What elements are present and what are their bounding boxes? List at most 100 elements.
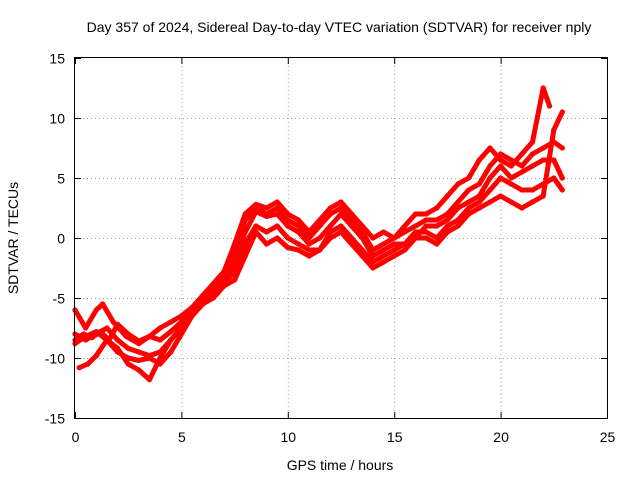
data-point-day-5 [455,181,461,187]
data-point-day-5 [274,199,280,205]
data-point-day-5 [444,193,450,199]
data-point-day-5 [349,211,355,217]
data-point-day-4 [529,199,536,205]
data-point-day-1 [529,151,536,157]
data-point-day-4 [210,295,216,301]
data-point-day-4 [423,235,429,241]
x-tick-label: 10 [281,429,297,445]
data-point-day-1 [476,181,482,187]
data-point-day-4 [157,355,163,361]
data-point-day-4 [178,325,184,331]
data-point-day-4 [412,235,419,241]
data-point-day-1 [487,163,493,169]
data-point-day-4 [540,193,546,199]
data-point-day-5 [125,331,131,337]
data-point-day-4 [146,377,153,383]
data-point-day-3 [253,223,259,229]
data-point-day-5 [157,325,163,331]
data-point-day-4 [295,247,301,253]
data-point-day-1 [434,217,440,223]
data-point-day-4 [444,229,450,235]
data-point-day-5 [200,293,206,299]
data-point-day-3 [498,175,504,181]
data-point-day-3 [559,187,565,193]
y-tick-label: -5 [53,291,66,307]
data-point-day-2 [487,175,493,181]
data-point-day-1 [519,163,525,169]
data-point-day-3 [423,229,429,235]
data-point-day-2 [338,211,344,217]
data-point-day-1 [559,145,565,151]
data-point-day-4 [551,127,557,133]
x-axis-title: GPS time / hours [287,457,394,473]
series-line-day-5 [72,85,552,344]
data-point-day-3 [551,175,557,181]
data-point-day-3 [285,235,291,241]
data-point-day-2 [317,235,323,241]
data-point-day-1 [157,337,163,343]
data-point-day-2 [274,211,280,217]
y-tick-labels: -15 -10 -5 0 5 10 15 [45,51,65,427]
series-line-day-1 [72,139,565,347]
data-point-day-4 [466,211,472,217]
data-point-day-2 [349,223,355,229]
data-point-day-5 [529,139,536,145]
data-point-day-4 [242,253,248,259]
data-point-day-3 [338,223,344,229]
data-point-day-5 [540,85,546,91]
data-point-day-4 [402,247,408,253]
data-point-day-4 [434,241,440,247]
data-point-day-2 [455,205,461,211]
data-point-day-4 [349,241,355,247]
data-point-day-4 [189,313,195,319]
data-point-day-5 [487,145,493,151]
data-point-day-2 [529,163,536,169]
data-point-day-4 [381,259,387,265]
data-point-day-5 [97,329,104,335]
x-tick-label: 5 [178,429,186,445]
data-point-day-5 [178,313,184,319]
data-point-day-4 [327,235,333,241]
data-point-day-5 [381,229,387,235]
data-point-day-5 [327,205,333,211]
data-point-day-5 [263,205,270,211]
data-point-day-4 [232,277,238,283]
data-point-day-2 [295,229,301,235]
data-point-day-5 [359,223,365,229]
data-point-day-3 [519,187,525,193]
data-point-day-5 [168,319,174,325]
data-point-day-2 [253,209,259,215]
data-point-day-3 [263,229,270,235]
data-point-day-4 [559,109,565,115]
data-point-day-1 [93,307,99,313]
data-point-day-2 [508,175,514,181]
data-point-day-4 [508,199,514,205]
data-point-day-5 [253,201,259,207]
x-tick-label: 25 [600,429,616,445]
data-point-day-2 [540,157,546,163]
data-point-day-4 [274,235,280,241]
data-point-day-5 [466,175,472,181]
data-point-day-3 [306,247,312,253]
data-point-day-3 [295,241,301,247]
data-point-day-2 [444,217,450,223]
y-tick-label: 0 [57,231,65,247]
y-tick-label: 15 [49,51,65,67]
data-point-day-2 [125,345,131,351]
x-tick-label: 0 [72,429,80,445]
data-point-day-5 [146,333,153,339]
data-point-day-2 [327,223,333,229]
data-point-day-4 [115,345,121,351]
data-point-day-5 [434,205,440,211]
data-point-day-2 [359,235,365,241]
data-point-day-4 [263,241,270,247]
data-point-day-5 [370,235,376,241]
y-tick-label: 5 [57,171,65,187]
x-tick-label: 15 [387,429,403,445]
y-tick-label: 10 [49,111,65,127]
data-point-day-4 [168,337,174,343]
data-point-day-3 [274,223,280,229]
data-point-day-4 [519,205,525,211]
data-point-day-3 [412,229,419,235]
